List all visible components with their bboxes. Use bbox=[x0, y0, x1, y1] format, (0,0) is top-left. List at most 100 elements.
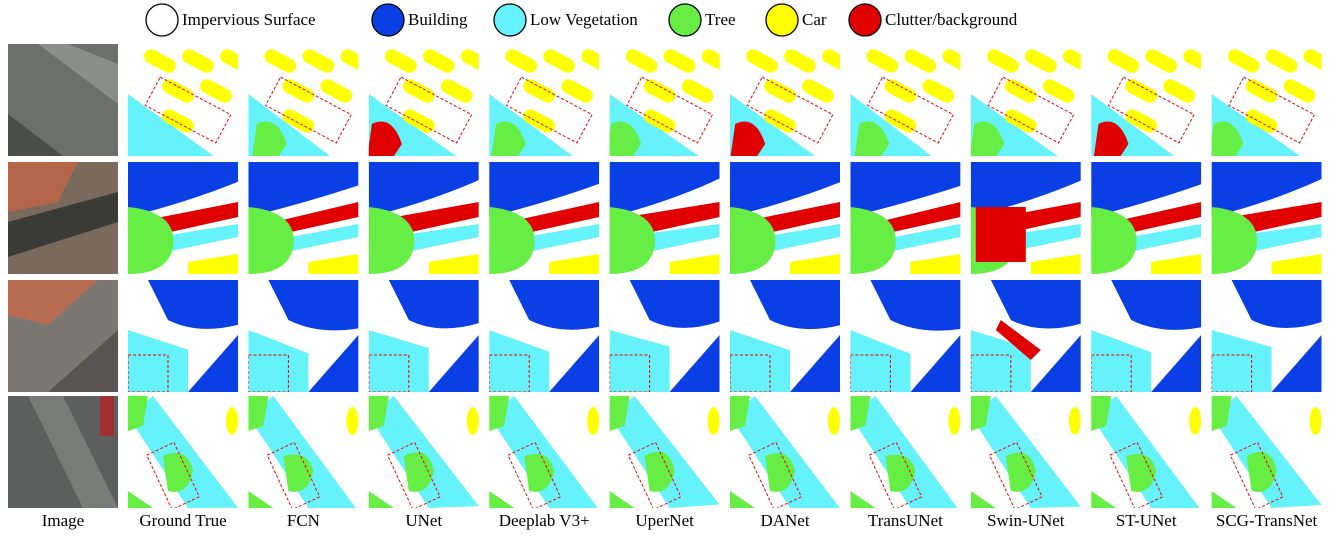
cell bbox=[850, 162, 960, 274]
legend-swatch bbox=[766, 4, 798, 36]
cell bbox=[248, 280, 358, 392]
column-label: DANet bbox=[760, 511, 809, 530]
car bbox=[226, 407, 238, 435]
legend-swatch bbox=[372, 4, 404, 36]
content bbox=[610, 162, 720, 274]
cell bbox=[8, 162, 118, 274]
content bbox=[248, 162, 358, 274]
cell bbox=[489, 396, 599, 510]
cell bbox=[1209, 44, 1330, 174]
content bbox=[248, 280, 358, 392]
content bbox=[1091, 162, 1201, 274]
cell bbox=[128, 162, 238, 274]
car bbox=[948, 407, 960, 435]
cell bbox=[369, 396, 479, 510]
content bbox=[1212, 280, 1322, 392]
cell bbox=[610, 396, 720, 510]
column-label: SCG-TransNet bbox=[1216, 511, 1318, 530]
cell bbox=[1212, 280, 1322, 392]
content bbox=[8, 280, 118, 392]
content bbox=[850, 162, 960, 274]
column-label: TransUNet bbox=[868, 511, 943, 530]
cell bbox=[8, 280, 118, 392]
content bbox=[369, 162, 479, 274]
cell bbox=[248, 162, 358, 274]
cell bbox=[1091, 396, 1201, 510]
cell bbox=[730, 280, 840, 392]
legend-label: Low Vegetation bbox=[530, 10, 638, 29]
content bbox=[128, 162, 238, 274]
content bbox=[1091, 280, 1201, 392]
content bbox=[971, 162, 1081, 274]
content bbox=[971, 396, 1081, 510]
cell bbox=[850, 396, 960, 512]
cell bbox=[489, 280, 599, 392]
cell bbox=[1212, 162, 1322, 274]
legend-label: Clutter/background bbox=[885, 10, 1018, 29]
cell bbox=[489, 162, 599, 274]
legend-swatch bbox=[146, 4, 178, 36]
photo-car bbox=[100, 396, 114, 436]
cell bbox=[610, 162, 720, 274]
cell bbox=[1091, 162, 1201, 274]
content bbox=[489, 280, 599, 392]
content bbox=[850, 280, 960, 392]
content bbox=[730, 162, 840, 274]
cell bbox=[128, 280, 238, 392]
column-label: FCN bbox=[287, 511, 320, 530]
car bbox=[828, 407, 840, 435]
legend-swatch bbox=[494, 4, 526, 36]
legend-label: Car bbox=[802, 10, 827, 29]
cell bbox=[1091, 280, 1201, 392]
column-label: UperNet bbox=[635, 511, 694, 530]
content bbox=[730, 396, 840, 510]
content bbox=[1212, 162, 1322, 274]
cell bbox=[8, 44, 118, 156]
column-label: UNet bbox=[405, 511, 442, 530]
car bbox=[1069, 407, 1081, 435]
legend-swatch bbox=[669, 4, 701, 36]
cell bbox=[850, 280, 960, 392]
content bbox=[8, 162, 118, 274]
content bbox=[8, 396, 118, 508]
content bbox=[1209, 44, 1330, 174]
column-label: ST-UNet bbox=[1116, 511, 1177, 530]
legend-swatch bbox=[849, 4, 881, 36]
content bbox=[610, 396, 720, 510]
cell bbox=[1212, 396, 1322, 510]
content bbox=[369, 280, 479, 392]
content bbox=[1212, 396, 1322, 510]
figure: Impervious SurfaceBuildingLow Vegetation… bbox=[0, 0, 1330, 533]
car bbox=[467, 407, 479, 435]
cell bbox=[730, 396, 840, 510]
car bbox=[1189, 407, 1201, 435]
column-label: Ground True bbox=[139, 511, 226, 530]
cell bbox=[971, 280, 1081, 392]
car bbox=[1310, 407, 1322, 435]
column-label: Swin-UNet bbox=[987, 511, 1065, 530]
cell bbox=[971, 396, 1081, 510]
content bbox=[248, 396, 358, 511]
legend-label: Tree bbox=[705, 10, 736, 29]
content bbox=[1091, 396, 1201, 510]
cell bbox=[128, 396, 238, 510]
content bbox=[610, 280, 720, 392]
car bbox=[346, 407, 358, 435]
cell bbox=[369, 280, 479, 392]
clutter bbox=[976, 207, 1026, 262]
content bbox=[8, 44, 118, 156]
content bbox=[369, 396, 479, 510]
content bbox=[850, 396, 960, 512]
cell bbox=[610, 280, 720, 392]
legend-label: Impervious Surface bbox=[182, 10, 316, 29]
content bbox=[971, 280, 1081, 392]
car bbox=[587, 407, 599, 435]
content bbox=[128, 280, 238, 392]
cell bbox=[369, 162, 479, 274]
cell bbox=[248, 396, 358, 511]
column-label: Image bbox=[42, 511, 84, 530]
content bbox=[489, 162, 599, 274]
content bbox=[489, 396, 599, 510]
cell bbox=[971, 162, 1081, 274]
car bbox=[708, 407, 720, 435]
